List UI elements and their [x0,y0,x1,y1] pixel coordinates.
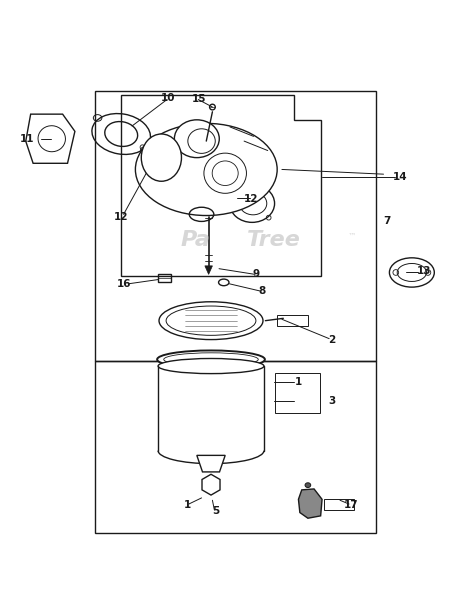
Text: 2: 2 [328,335,335,345]
Text: 12: 12 [244,194,258,204]
Bar [157,274,171,283]
Text: 3: 3 [328,396,335,406]
Text: 1: 1 [184,500,191,510]
Text: 16: 16 [116,279,131,289]
Bar [277,315,308,326]
Text: 15: 15 [192,94,207,104]
Ellipse shape [141,134,182,181]
Text: 11: 11 [19,134,34,143]
Polygon shape [299,489,322,518]
Text: ™: ™ [348,232,356,242]
Text: 12: 12 [114,211,128,222]
Bar [275,373,319,413]
Text: 10: 10 [161,93,176,102]
Ellipse shape [174,120,219,158]
Text: 7: 7 [383,216,391,226]
Text: 1: 1 [295,377,302,387]
Polygon shape [197,455,225,472]
Ellipse shape [305,483,311,487]
Bar [95,361,376,533]
Text: 9: 9 [252,269,259,280]
Text: 5: 5 [212,506,219,516]
Bar [95,91,376,361]
Polygon shape [202,474,220,495]
Ellipse shape [157,351,265,368]
Ellipse shape [136,123,277,216]
Text: 17: 17 [344,500,359,510]
Text: 8: 8 [258,286,265,296]
Text: 13: 13 [417,266,431,276]
Bar [324,500,354,510]
Polygon shape [205,266,212,275]
Ellipse shape [159,302,263,340]
Text: 14: 14 [393,172,407,181]
Ellipse shape [158,359,264,373]
Text: Tree: Tree [246,230,301,250]
Text: Pa: Pa [180,230,210,250]
